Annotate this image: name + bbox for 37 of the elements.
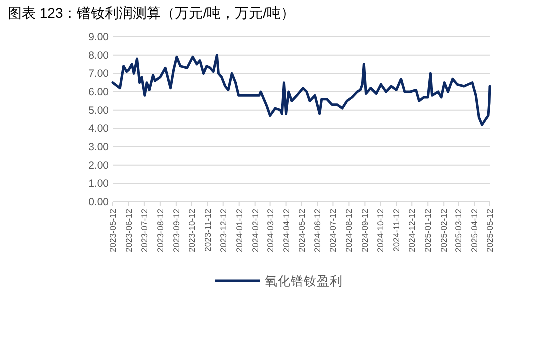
x-tick-label: 2023-09-12	[171, 208, 182, 252]
y-tick-label: 4.00	[88, 123, 110, 136]
x-tick-label: 2023-08-12	[155, 208, 166, 252]
x-tick-label: 2024-02-12	[250, 208, 260, 252]
x-tick-label: 2023-06-12	[124, 208, 134, 252]
x-tick-label: 2023-07-12	[139, 208, 150, 252]
x-tick-label: 2024-07-12	[328, 208, 338, 252]
y-tick-label: 6.00	[88, 86, 110, 98]
chart-title: 图表 123：镨钕利润测算（万元/吨，万元/吨）	[8, 5, 296, 21]
x-tick-label: 2025-05-12	[485, 208, 495, 252]
y-tick-label: 1.00	[88, 178, 110, 190]
y-tick-label: 0.00	[88, 196, 110, 208]
y-tick-label: 8.00	[88, 50, 110, 62]
y-tick-label: 5.00	[88, 104, 110, 117]
x-tick-label: 2023-05-12	[108, 208, 118, 252]
y-tick-label: 3.00	[88, 142, 110, 154]
y-tick-label: 2.00	[88, 160, 110, 172]
x-tick-label: 2024-10-12	[376, 208, 386, 252]
x-tick-label: 2024-12-12	[407, 208, 418, 252]
x-tick-label: 2024-08-12	[344, 208, 354, 252]
x-tick-label: 2024-05-12	[296, 208, 307, 252]
x-tick-label: 2025-01-12	[423, 208, 434, 252]
x-tick-label: 2024-11-12	[392, 208, 402, 252]
y-tick-label: 7.00	[88, 68, 110, 80]
x-tick-label: 2024-09-12	[360, 208, 370, 252]
x-tick-label: 2025-03-12	[454, 208, 464, 252]
legend-label: 氧化镨钕盈利	[265, 274, 343, 288]
y-tick-label: 9.00	[88, 32, 110, 44]
x-tick-label: 2025-04-12	[470, 208, 480, 252]
x-tick-label: 2024-03-12	[265, 208, 276, 252]
x-tick-label: 2024-04-12	[281, 208, 292, 252]
x-tick-label: 2025-02-12	[439, 208, 450, 252]
x-tick-label: 2024-06-12	[312, 208, 323, 252]
x-tick-label: 2023-11-12	[202, 208, 213, 252]
x-tick-label: 2023-12-12	[218, 208, 228, 252]
x-tick-label: 2024-01-12	[234, 208, 244, 252]
x-tick-label: 2023-10-12	[186, 208, 197, 252]
